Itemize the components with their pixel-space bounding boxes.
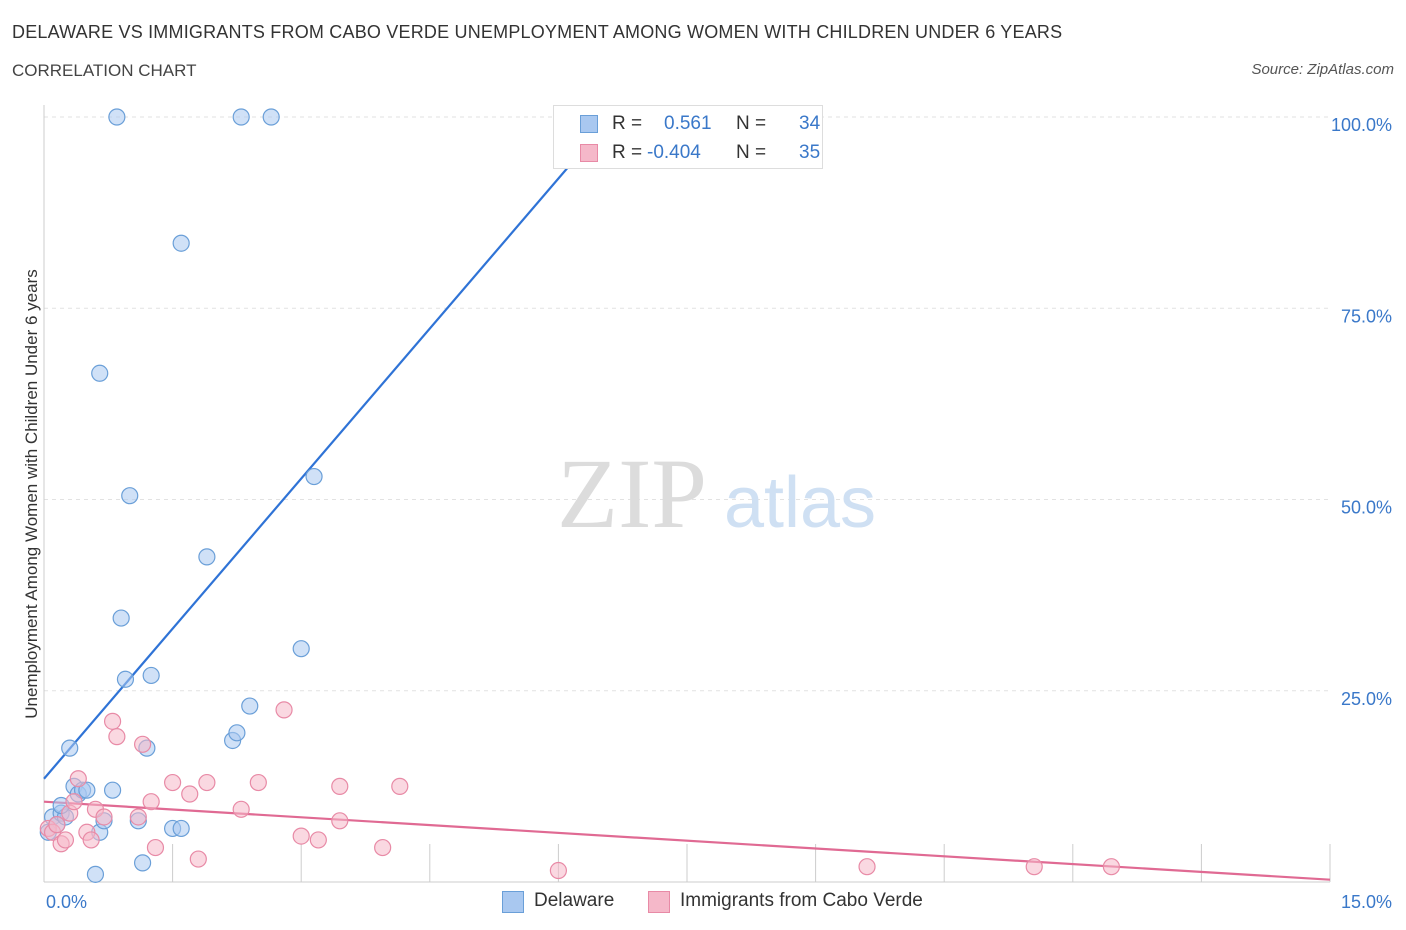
cabo-verde-point: [142, 793, 160, 811]
cabo-verde-point: [1102, 858, 1120, 876]
delaware-trend-line: [43, 127, 603, 780]
delaware-point: [103, 781, 122, 799]
delaware-point: [172, 819, 190, 838]
tick-labels: 25.0% 50.0% 75.0% 100.0% 0.0% 15.0%: [46, 115, 1392, 912]
cabo-verde-point: [198, 773, 216, 792]
y-tick-label: 100.0%: [1331, 115, 1392, 135]
cabo-verde-point: [108, 728, 126, 746]
cabo-verde-point: [858, 858, 876, 876]
cabo-verde-point: [391, 777, 409, 795]
r-value: -0.404: [647, 142, 701, 163]
delaware-point: [78, 781, 96, 799]
delaware-point: [292, 640, 310, 658]
cabo-verde-point: [133, 735, 152, 753]
delaware-point: [232, 108, 250, 126]
legend-label: Delaware: [534, 890, 615, 911]
cabo-verde-point: [129, 808, 147, 826]
n-value: 34: [799, 113, 821, 134]
watermark-zip: ZIP: [557, 438, 707, 549]
chart-title: DELAWARE VS IMMIGRANTS FROM CABO VERDE U…: [12, 22, 1063, 42]
cabo-verde-point: [249, 773, 267, 792]
cabo-verde-point: [292, 827, 310, 845]
cabo-verde-swatch: [580, 144, 598, 162]
delaware-point: [86, 865, 105, 883]
r-label: R =: [612, 142, 643, 163]
cabo-verde-swatch: [648, 891, 670, 913]
cabo-verde-point: [103, 712, 122, 730]
source-label: Source: ZipAtlas.com: [1251, 61, 1394, 78]
cabo-verde-point: [146, 838, 165, 857]
delaware-point: [172, 234, 190, 252]
legend-label: Immigrants from Cabo Verde: [680, 890, 923, 911]
r-value: 0.561: [664, 113, 712, 134]
y-tick-label: 75.0%: [1341, 306, 1392, 326]
delaware-point: [142, 666, 160, 685]
chart-subtitle: CORRELATION CHART: [12, 61, 197, 80]
delaware-point: [112, 609, 130, 627]
delaware-point: [121, 487, 139, 505]
delaware-point: [228, 724, 246, 742]
cabo-verde-point: [331, 777, 349, 795]
cabo-verde-point: [549, 861, 568, 880]
x-tick-label: 15.0%: [1341, 892, 1392, 912]
cabo-verde-point: [48, 816, 66, 834]
delaware-point: [241, 697, 259, 715]
r-label: R =: [612, 113, 643, 134]
cabo-verde-point: [275, 701, 293, 719]
cabo-verde-point: [164, 773, 182, 792]
cabo-verde-point: [181, 785, 199, 803]
delaware-point: [198, 548, 216, 566]
n-label: N =: [736, 113, 767, 134]
delaware-swatch: [580, 115, 598, 133]
cabo-verde-point: [374, 838, 392, 857]
cabo-verde-point: [232, 800, 250, 818]
cabo-verde-point: [95, 808, 113, 826]
cabo-verde-point: [56, 831, 75, 849]
delaware-point: [61, 739, 79, 757]
cabo-verde-point: [309, 831, 327, 849]
cabo-verde-point: [189, 850, 207, 868]
delaware-point: [262, 108, 280, 126]
cabo-verde-point: [82, 831, 100, 849]
n-label: N =: [736, 142, 767, 163]
cabo-verde-point: [331, 812, 349, 830]
y-tick-label: 50.0%: [1341, 498, 1392, 518]
cabo-verde-point: [1025, 858, 1043, 876]
delaware-point: [133, 854, 152, 872]
delaware-point: [305, 467, 323, 486]
delaware-point: [116, 670, 135, 688]
delaware-point: [91, 364, 109, 382]
watermark-atlas: atlas: [724, 463, 876, 543]
n-value: 35: [799, 142, 821, 163]
cabo-verde-point: [69, 770, 87, 788]
stats-legend: R = 0.561 N = 34 R = -0.404 N = 35: [553, 105, 823, 169]
data-points: [39, 108, 1120, 883]
x-tick-label: 0.0%: [46, 892, 87, 912]
y-tick-label: 25.0%: [1341, 689, 1392, 709]
gridlines: [44, 116, 1330, 692]
delaware-point: [108, 108, 126, 126]
cabo-verde-point: [65, 793, 83, 811]
y-axis-label: Unemployment Among Women with Children U…: [22, 269, 41, 718]
delaware-swatch: [502, 891, 524, 913]
